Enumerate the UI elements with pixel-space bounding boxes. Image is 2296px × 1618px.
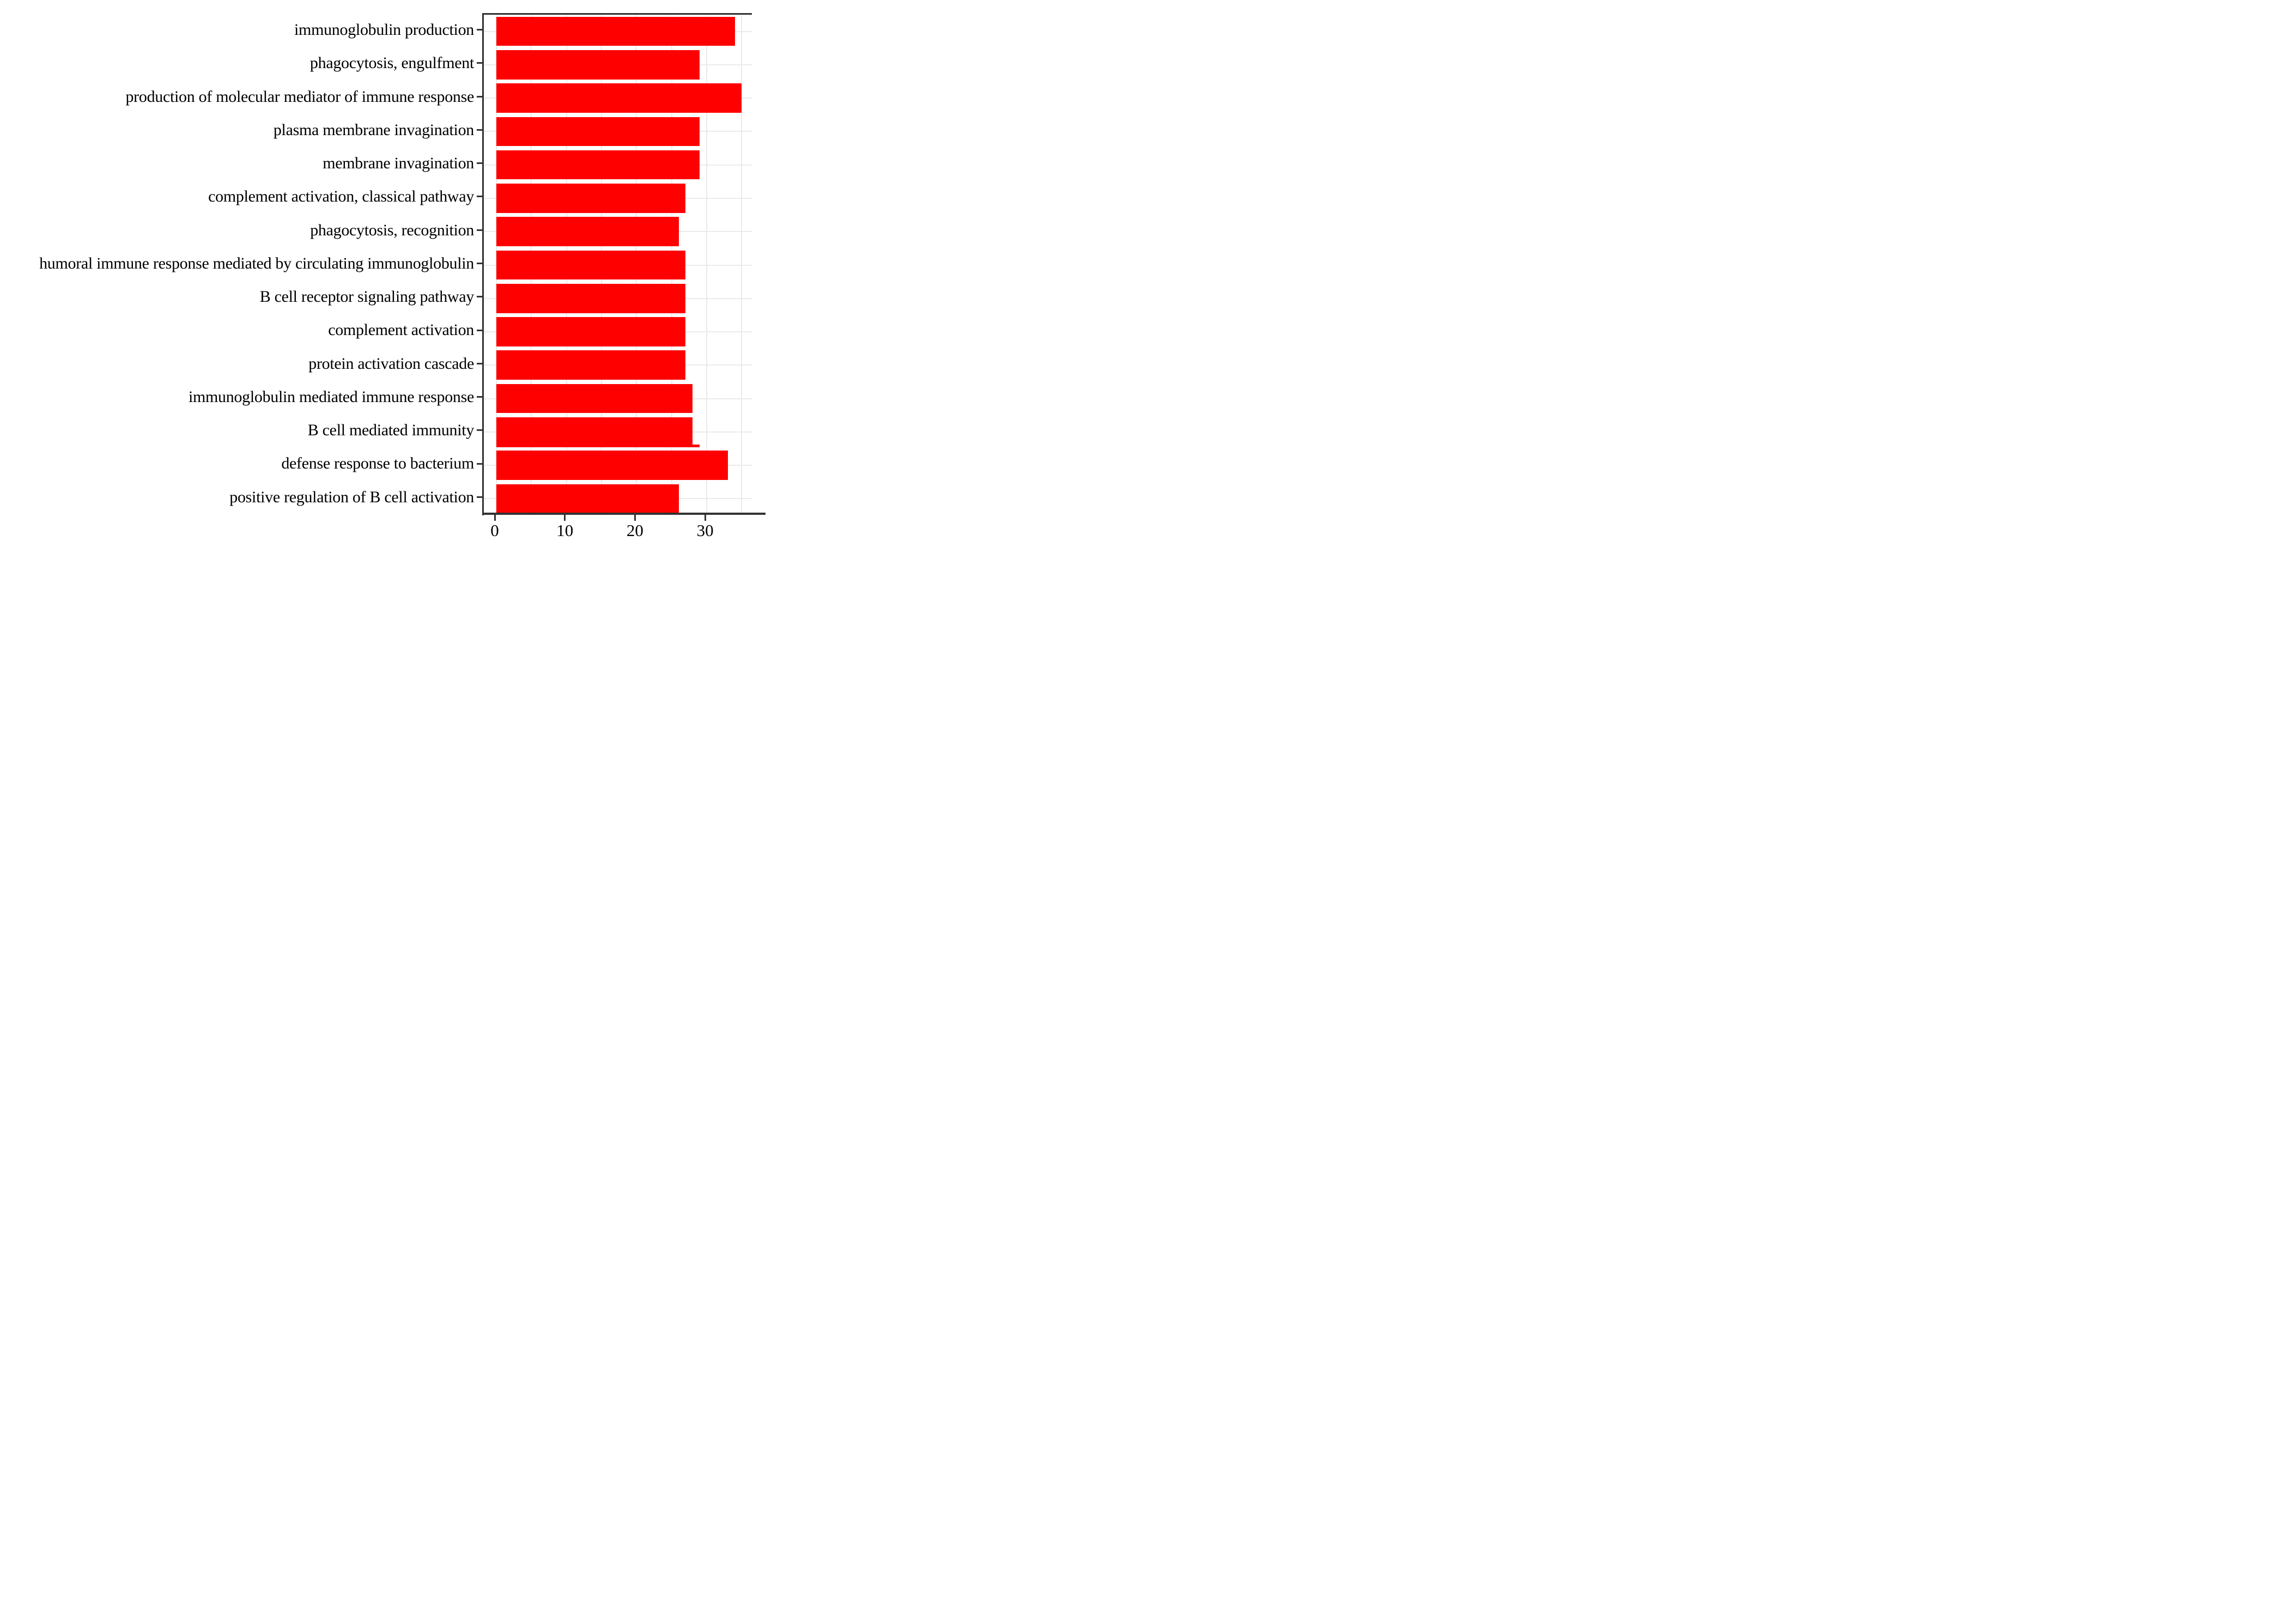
y-tick [477, 362, 483, 364]
y-tick [477, 296, 483, 298]
category-label: humoral immune response mediated by circ… [39, 254, 474, 272]
x-tick [704, 515, 706, 521]
bar [496, 83, 742, 113]
x-tick-label: 0 [490, 521, 499, 539]
y-tick [477, 129, 483, 131]
x-tick [564, 515, 566, 521]
category-label: protein activation cascade [308, 354, 474, 373]
category-label: membrane invagination [323, 154, 474, 173]
y-tick [477, 95, 483, 98]
bar [496, 217, 679, 247]
bar [496, 384, 693, 413]
category-label: production of molecular mediator of immu… [125, 87, 474, 106]
y-tick [477, 329, 483, 331]
y-tick [477, 29, 483, 31]
bar [496, 350, 686, 380]
category-label-column: immunoglobulin production phagocytosis, e… [0, 13, 474, 514]
bar [496, 484, 679, 514]
bar [496, 117, 700, 147]
category-label: plasma membrane invagination [273, 120, 474, 139]
x-tick-label: 30 [696, 521, 714, 539]
y-tick [477, 463, 483, 465]
bar [496, 250, 686, 280]
y-tick [477, 263, 483, 264]
category-label: positive regulation of B cell activation [229, 488, 474, 506]
category-label: immunoglobulin mediated immune response [188, 387, 474, 406]
y-tick [477, 396, 483, 398]
category-label: phagocytosis, recognition [310, 221, 474, 239]
bar [496, 50, 700, 80]
bar [496, 16, 735, 46]
chart-figure: immunoglobulin production phagocytosis, e… [0, 0, 766, 539]
x-tick-label: 10 [556, 521, 574, 539]
category-label: phagocytosis, engulfment [309, 54, 474, 72]
y-tick [477, 162, 483, 165]
y-tick [477, 62, 483, 64]
y-tick [477, 429, 483, 431]
category-label: defense response to bacterium [281, 454, 474, 473]
x-axis-line [482, 513, 766, 515]
bar [496, 184, 686, 213]
x-tick [494, 515, 496, 521]
category-label: B cell mediated immunity [307, 421, 475, 440]
category-label: complement activation, classical pathway [208, 187, 474, 206]
bar [496, 417, 693, 447]
x-tick [634, 515, 636, 521]
category-label: B cell receptor signaling pathway [259, 288, 475, 306]
bar [496, 451, 728, 480]
plot-panel [482, 13, 752, 515]
bar [496, 283, 686, 313]
y-tick [477, 196, 483, 198]
y-tick [477, 496, 483, 498]
y-tick [477, 229, 483, 231]
bar [496, 150, 700, 180]
x-tick-label: 20 [626, 521, 643, 539]
category-label: complement activation [328, 321, 474, 339]
category-label: immunoglobulin production [294, 21, 474, 39]
bar [496, 317, 686, 346]
